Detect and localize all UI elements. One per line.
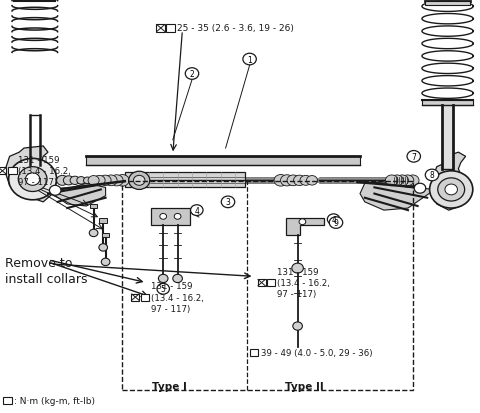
Text: 7: 7: [411, 152, 416, 161]
Polygon shape: [5, 147, 53, 202]
Polygon shape: [41, 184, 106, 206]
Text: Remove to
install collars: Remove to install collars: [5, 256, 87, 285]
Circle shape: [158, 275, 168, 283]
Circle shape: [401, 176, 414, 186]
Bar: [166, 25, 175, 33]
Circle shape: [414, 184, 426, 194]
Polygon shape: [286, 219, 324, 235]
Circle shape: [174, 214, 181, 220]
Circle shape: [327, 214, 340, 225]
Text: 4: 4: [194, 206, 199, 215]
Circle shape: [25, 173, 40, 186]
Circle shape: [94, 176, 105, 186]
Bar: [258, 280, 266, 287]
Circle shape: [18, 167, 47, 192]
Text: 9: 9: [334, 218, 338, 228]
Circle shape: [89, 230, 98, 237]
Text: 4: 4: [331, 215, 336, 224]
Circle shape: [70, 177, 80, 185]
Bar: [267, 280, 276, 287]
Circle shape: [299, 219, 306, 225]
Text: 39 - 49 (4.0 - 5.0, 29 - 36): 39 - 49 (4.0 - 5.0, 29 - 36): [261, 349, 372, 358]
Polygon shape: [425, 2, 470, 6]
Circle shape: [243, 54, 256, 66]
Circle shape: [105, 176, 117, 186]
Circle shape: [293, 176, 305, 186]
Circle shape: [292, 263, 303, 273]
Bar: [141, 294, 149, 301]
Circle shape: [173, 275, 182, 283]
Text: : N·m (kg-m, ft-lb): : N·m (kg-m, ft-lb): [14, 396, 96, 405]
Circle shape: [274, 175, 288, 187]
Circle shape: [438, 178, 465, 202]
Text: 3: 3: [226, 198, 230, 207]
Text: 131 - 159
(13.4 - 16.2,
97 - 117): 131 - 159 (13.4 - 16.2, 97 - 117): [151, 282, 204, 313]
Circle shape: [280, 175, 293, 187]
Circle shape: [300, 176, 312, 186]
Circle shape: [185, 69, 199, 80]
Circle shape: [425, 170, 439, 181]
Circle shape: [133, 176, 145, 186]
Text: 1: 1: [247, 55, 252, 64]
Bar: [122, 182, 413, 390]
Circle shape: [77, 177, 85, 185]
Circle shape: [101, 259, 110, 266]
Text: 25 - 35 (2.6 - 3.6, 19 - 26): 25 - 35 (2.6 - 3.6, 19 - 26): [177, 24, 293, 33]
Circle shape: [9, 159, 57, 200]
Bar: [131, 294, 139, 301]
Bar: [251, 349, 259, 357]
Circle shape: [160, 214, 167, 220]
Circle shape: [329, 217, 343, 229]
Circle shape: [306, 176, 317, 186]
Circle shape: [385, 176, 398, 186]
Text: Type I: Type I: [152, 381, 186, 391]
Bar: [156, 25, 165, 33]
Circle shape: [63, 176, 74, 185]
Text: 2: 2: [190, 70, 194, 79]
Circle shape: [391, 176, 403, 186]
Text: 5: 5: [161, 285, 166, 294]
Circle shape: [396, 176, 408, 186]
Polygon shape: [422, 101, 473, 105]
Circle shape: [99, 176, 111, 186]
Polygon shape: [125, 172, 245, 188]
Text: 131 - 159
(13.4 - 16.2,
97 - 117): 131 - 159 (13.4 - 16.2, 97 - 117): [277, 267, 330, 299]
Circle shape: [445, 185, 457, 195]
Polygon shape: [442, 105, 453, 169]
Circle shape: [430, 171, 473, 209]
Polygon shape: [151, 209, 190, 225]
Circle shape: [116, 175, 129, 187]
Circle shape: [99, 244, 108, 252]
Bar: [8, 168, 16, 175]
Polygon shape: [102, 233, 109, 237]
Polygon shape: [432, 153, 468, 211]
Circle shape: [221, 197, 235, 208]
Bar: [0, 168, 7, 175]
Circle shape: [293, 322, 302, 330]
Circle shape: [49, 186, 61, 196]
Circle shape: [88, 176, 99, 186]
Circle shape: [407, 151, 420, 163]
Polygon shape: [360, 183, 442, 211]
Bar: [3, 397, 12, 404]
Circle shape: [191, 205, 203, 216]
Polygon shape: [99, 219, 107, 223]
Circle shape: [57, 176, 68, 186]
Text: 131 - 159
(13.4 - 16.2,
97 - 117): 131 - 159 (13.4 - 16.2, 97 - 117): [18, 156, 71, 187]
Polygon shape: [90, 204, 97, 209]
Circle shape: [84, 178, 91, 184]
Text: Type II: Type II: [286, 381, 324, 391]
Circle shape: [129, 172, 150, 190]
Circle shape: [407, 176, 419, 186]
Circle shape: [157, 284, 169, 294]
Circle shape: [287, 176, 300, 186]
Polygon shape: [86, 157, 360, 165]
Circle shape: [110, 175, 123, 187]
Text: 8: 8: [430, 171, 434, 180]
